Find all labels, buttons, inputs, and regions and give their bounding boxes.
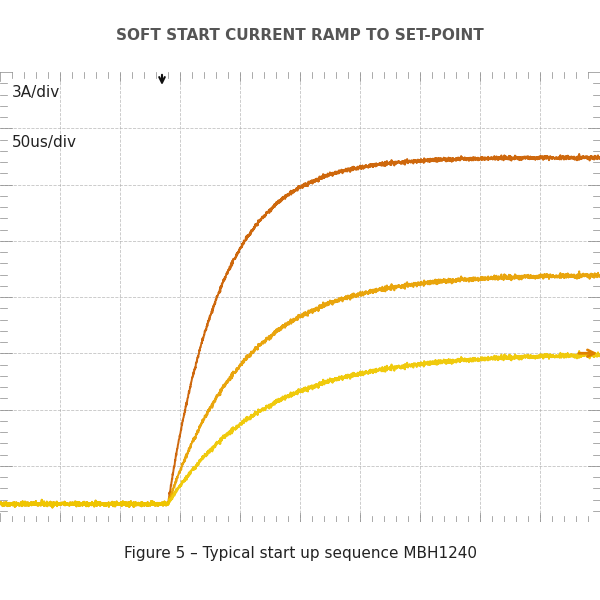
Text: 50us/div: 50us/div — [12, 135, 77, 150]
Text: Figure 5 – Typical start up sequence MBH1240: Figure 5 – Typical start up sequence MBH… — [124, 546, 476, 560]
Text: 3A/div: 3A/div — [12, 85, 60, 100]
Text: SOFT START CURRENT RAMP TO SET-POINT: SOFT START CURRENT RAMP TO SET-POINT — [116, 28, 484, 43]
